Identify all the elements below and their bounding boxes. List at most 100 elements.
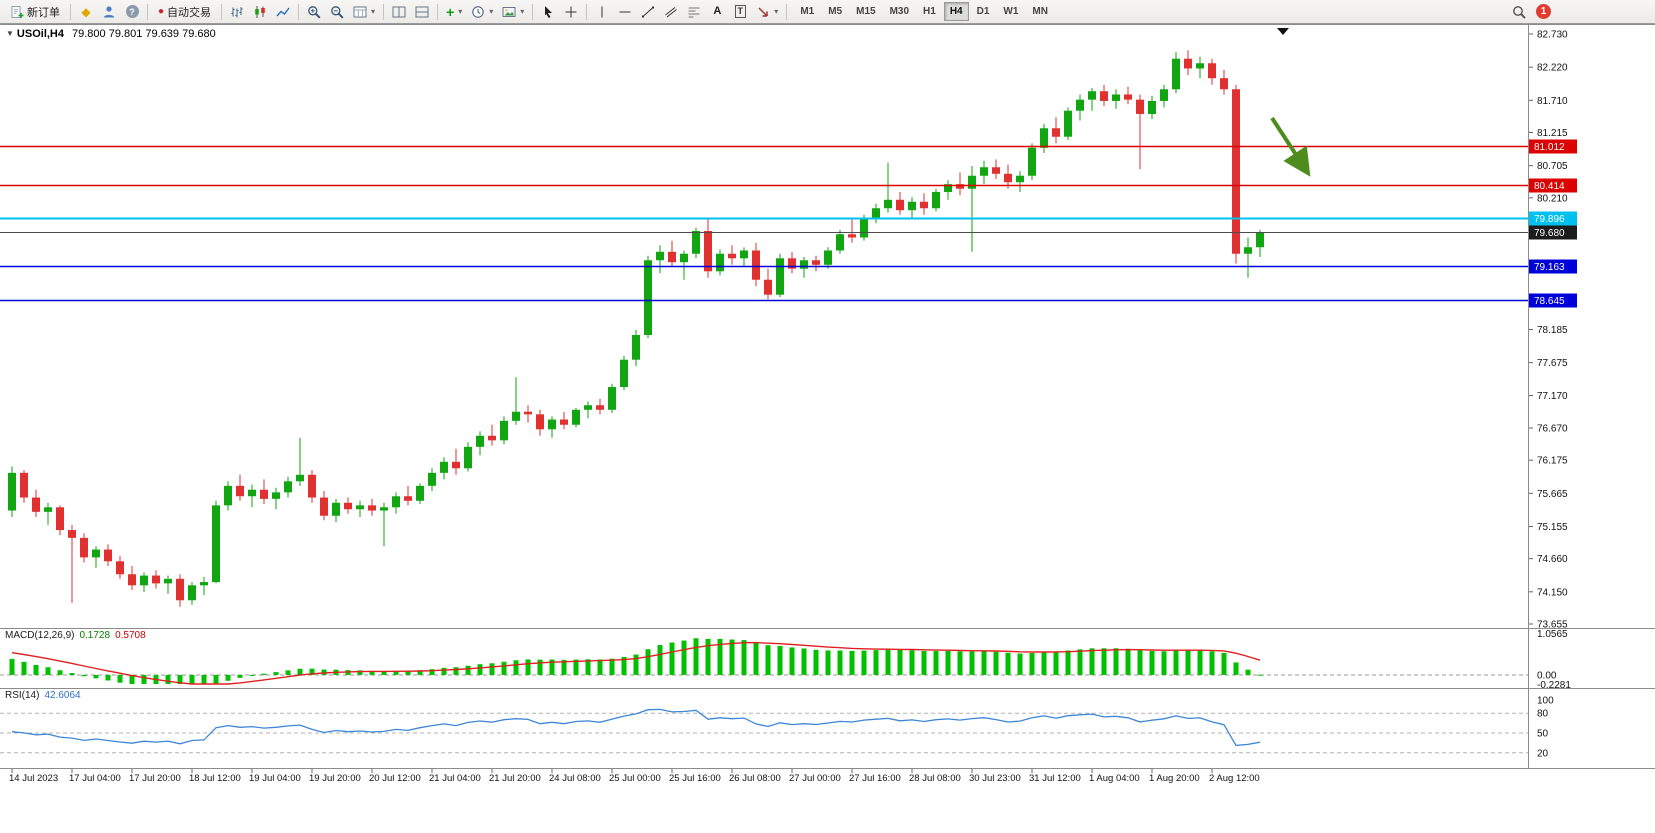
candle: [572, 407, 580, 428]
candle: [968, 165, 976, 252]
rsi-line: [11, 708, 1261, 747]
price-line-current-price[interactable]: 79.680: [0, 225, 1577, 240]
candle: [1172, 52, 1180, 94]
new-chart-icon: [353, 6, 367, 17]
metaeditor-button[interactable]: ◆: [75, 2, 97, 22]
fibonacci-icon: [688, 7, 700, 17]
bar-chart-button[interactable]: [226, 2, 248, 22]
svg-text:21 Jul 20:00: 21 Jul 20:00: [489, 773, 541, 784]
community-button[interactable]: [98, 2, 120, 22]
autotrading-button[interactable]: ● 自动交易: [152, 2, 217, 22]
timeframe-mn[interactable]: MN: [1026, 2, 1054, 21]
timeframe-m1[interactable]: M1: [794, 2, 820, 21]
shapes-button[interactable]: ▾: [752, 2, 782, 22]
add-indicator-button[interactable]: + ▾: [442, 2, 466, 22]
svg-text:27 Jul 00:00: 27 Jul 00:00: [789, 773, 841, 784]
svg-text:31 Jul 12:00: 31 Jul 12:00: [1029, 773, 1081, 784]
vertical-line-button[interactable]: [591, 2, 613, 22]
toolbar-separator: [383, 3, 385, 20]
candle: [896, 191, 904, 215]
candle: [236, 474, 244, 501]
candle: [824, 247, 832, 269]
candle-chart-button[interactable]: [249, 2, 271, 22]
candle: [1016, 171, 1024, 192]
svg-text:25 Jul 16:00: 25 Jul 16:00: [669, 773, 721, 784]
candle: [212, 500, 220, 584]
zoom-in-button[interactable]: [303, 2, 325, 22]
price-line-resistance-upper[interactable]: 81.012: [0, 139, 1577, 154]
candle: [1220, 69, 1228, 95]
channel-icon: [665, 6, 678, 17]
trendline-button[interactable]: [637, 2, 659, 22]
svg-text:75.155: 75.155: [1537, 522, 1568, 533]
svg-text:26 Jul 08:00: 26 Jul 08:00: [729, 773, 781, 784]
candle: [668, 240, 676, 267]
candle: [908, 197, 916, 220]
templates-button[interactable]: ▾: [498, 2, 528, 22]
horizontal-line-button[interactable]: [614, 2, 636, 22]
timeframe-m5[interactable]: M5: [822, 2, 848, 21]
notification-badge[interactable]: 1: [1536, 4, 1551, 19]
shift-marker-icon[interactable]: [1277, 28, 1289, 35]
svg-text:20: 20: [1537, 748, 1549, 759]
help-icon: ?: [125, 5, 139, 18]
main-toolbar: 新订单 ◆ ? ● 自动交易 ▾ + ▾ ▾: [0, 0, 1655, 24]
line-chart-button[interactable]: [272, 2, 294, 22]
label-tool-button[interactable]: T: [729, 2, 751, 22]
timeframe-d1[interactable]: D1: [971, 2, 996, 21]
label-tool-icon: T: [734, 5, 747, 18]
crosshair-button[interactable]: [560, 2, 582, 22]
svg-text:79.896: 79.896: [1534, 214, 1565, 225]
text-tool-button[interactable]: A: [706, 2, 728, 22]
channel-button[interactable]: [660, 2, 682, 22]
timeframe-h4[interactable]: H4: [943, 2, 969, 21]
svg-text:14 Jul 2023: 14 Jul 2023: [9, 773, 58, 784]
timeframe-m30[interactable]: M30: [884, 2, 915, 21]
svg-text:80.210: 80.210: [1537, 193, 1568, 204]
candle: [404, 485, 412, 506]
timeframe-m15[interactable]: M15: [850, 2, 881, 21]
svg-text:81.710: 81.710: [1537, 96, 1568, 107]
candle: [1184, 50, 1192, 75]
price-line-support-lower[interactable]: 78.645: [0, 293, 1577, 308]
candle: [308, 470, 316, 503]
candle: [548, 416, 556, 438]
candle: [1064, 107, 1072, 140]
candle: [1040, 123, 1048, 153]
timeframe-w1[interactable]: W1: [997, 2, 1024, 21]
tile-vertical-button[interactable]: [388, 2, 410, 22]
chart-title: ▼ USOil,H4 79.800 79.801 79.639 79.680: [6, 28, 216, 40]
price-line-support-upper[interactable]: 79.163: [0, 259, 1577, 274]
svg-text:77.170: 77.170: [1537, 391, 1568, 402]
candle: [260, 479, 268, 505]
svg-text:77.675: 77.675: [1537, 358, 1568, 369]
candle: [104, 544, 112, 566]
zoom-out-button[interactable]: [326, 2, 348, 22]
svg-text:74.150: 74.150: [1537, 587, 1568, 598]
candle: [1232, 84, 1240, 264]
candle: [596, 398, 604, 415]
chart-menu-icon[interactable]: ▼: [6, 29, 14, 38]
toolbar-right-cluster: 1: [1508, 2, 1551, 22]
new-order-button[interactable]: 新订单: [4, 2, 66, 22]
help-button[interactable]: ?: [121, 2, 143, 22]
candle: [680, 250, 688, 280]
cursor-button[interactable]: [537, 2, 559, 22]
price-line-cyan-level[interactable]: 79.896: [0, 211, 1577, 226]
search-button[interactable]: [1508, 2, 1530, 22]
candle: [1160, 84, 1168, 108]
fibonacci-button[interactable]: [683, 2, 705, 22]
arrow-annotation[interactable]: [1270, 116, 1311, 177]
svg-text:76.670: 76.670: [1537, 423, 1568, 434]
panel-borders: [0, 24, 1655, 769]
ohlc-values: 79.800 79.801 79.639 79.680: [72, 28, 216, 40]
periods-button[interactable]: ▾: [467, 2, 497, 22]
toolbar-separator: [437, 3, 439, 20]
price-line-resistance-lower[interactable]: 80.414: [0, 178, 1577, 193]
timeframe-h1[interactable]: H1: [917, 2, 942, 21]
tile-horizontal-button[interactable]: [411, 2, 433, 22]
new-chart-button[interactable]: ▾: [349, 2, 379, 22]
candle: [584, 401, 592, 419]
svg-text:1 Aug 20:00: 1 Aug 20:00: [1149, 773, 1200, 784]
